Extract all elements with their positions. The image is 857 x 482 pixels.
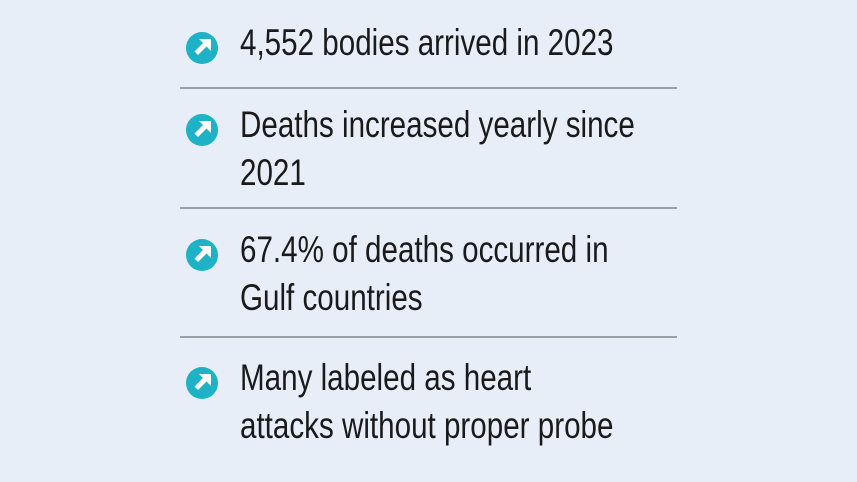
text-line: Gulf countries <box>240 278 423 319</box>
item-text: Deaths increased yearly since <box>240 105 635 146</box>
list-item: Many labeled as heart attacks without pro… <box>186 358 613 447</box>
item-text: 2021 <box>240 153 306 194</box>
item-text: 67.4% of deaths occurred in <box>240 230 609 271</box>
icon-arrow <box>194 246 211 262</box>
text-line: Many labeled as heart <box>240 358 532 399</box>
text-line: 67.4% of deaths occurred in <box>240 230 609 271</box>
icon-arrow <box>194 374 211 390</box>
item-text: 4,552 bodies arrived in 2023 <box>240 23 614 64</box>
text-line: attacks without proper probe <box>240 406 613 447</box>
text-line: 4,552 bodies arrived in 2023 <box>240 23 614 64</box>
arrow-icon <box>186 114 218 146</box>
list-item: 67.4% of deaths occurred in Gulf countrie… <box>186 230 609 319</box>
text-line: Deaths increased yearly since <box>240 105 635 146</box>
arrow-icon <box>186 32 218 64</box>
arrow-icon <box>186 239 218 271</box>
list-item: Deaths increased yearly since 2021 <box>186 105 635 194</box>
icon-arrow <box>194 39 211 55</box>
list-item: 4,552 bodies arrived in 2023 <box>186 23 614 64</box>
text-line: 2021 <box>240 153 306 194</box>
arrow-icon <box>186 367 218 399</box>
item-text: attacks without proper probe <box>240 406 613 447</box>
icon-arrow <box>194 121 211 137</box>
item-text: Many labeled as heart <box>240 358 532 399</box>
item-text: Gulf countries <box>240 278 423 319</box>
